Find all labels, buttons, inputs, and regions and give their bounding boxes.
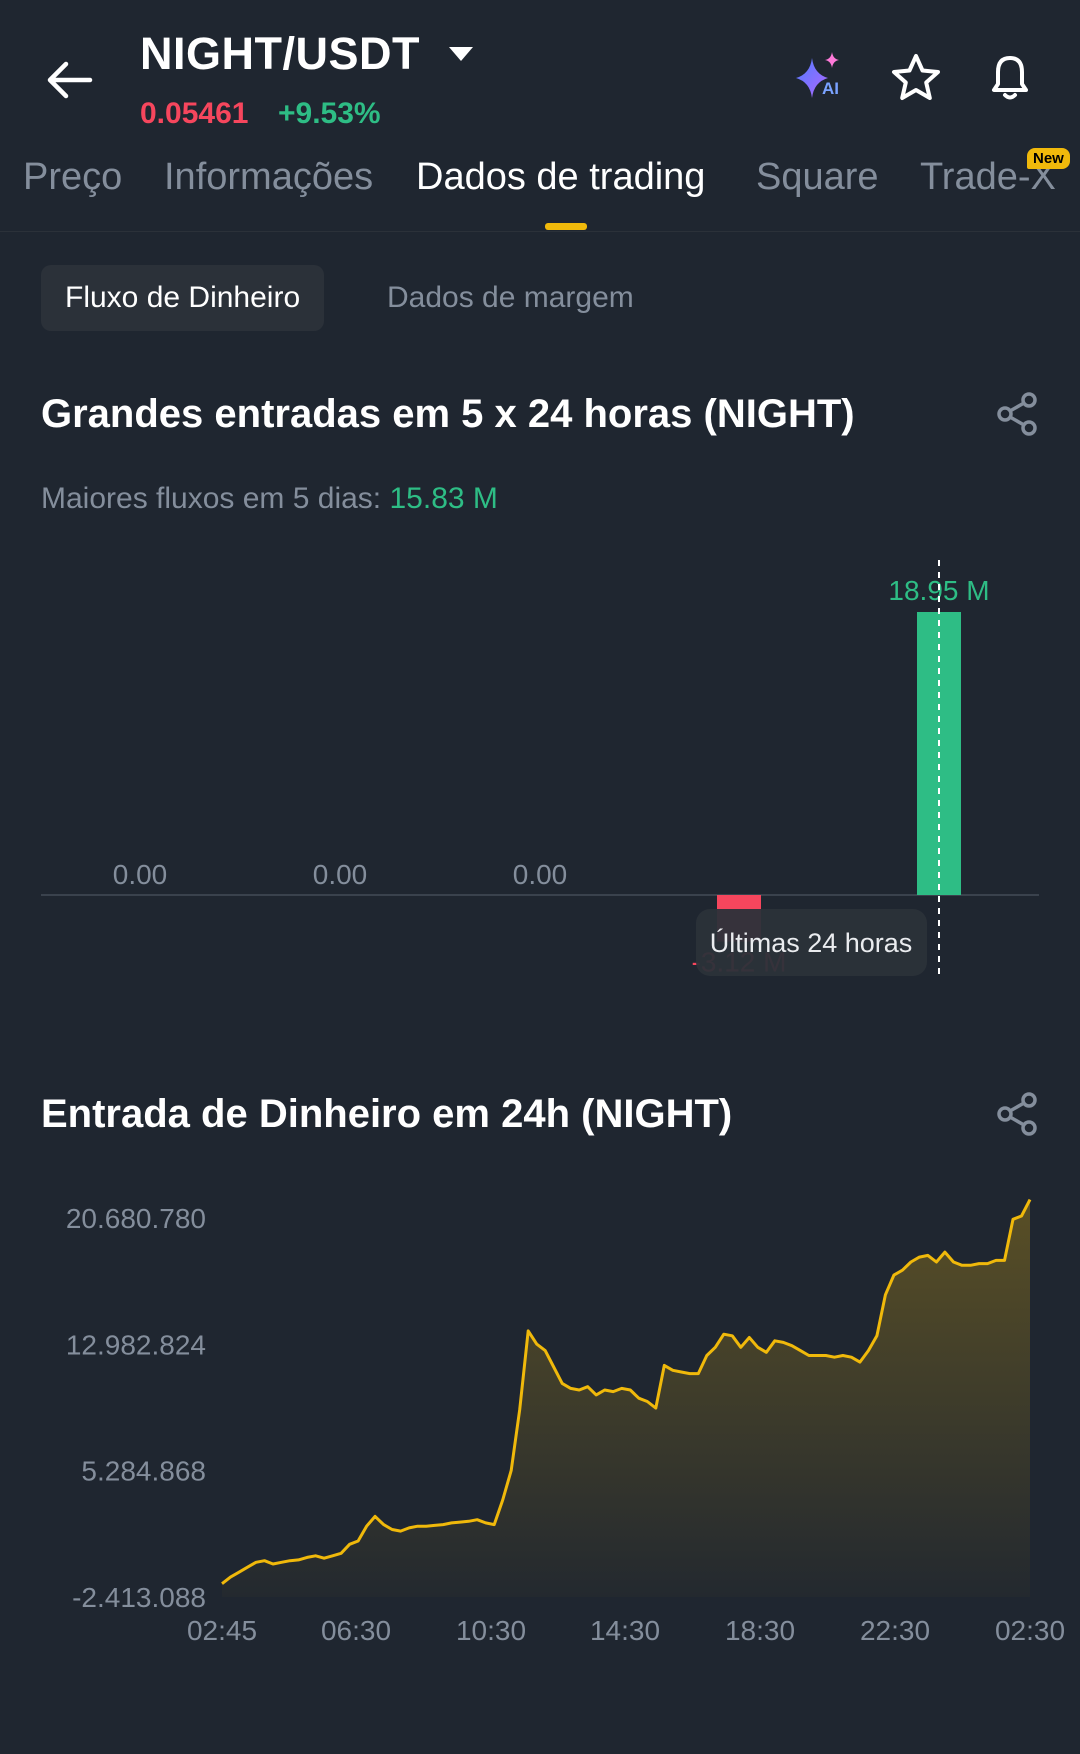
ai-sparkle-icon[interactable]: AI bbox=[792, 50, 858, 106]
x-tick-label: 14:30 bbox=[590, 1615, 660, 1646]
share-icon[interactable] bbox=[993, 1090, 1041, 1138]
y-tick-label: 20.680.780 bbox=[66, 1203, 206, 1234]
share-icon[interactable] bbox=[993, 390, 1041, 438]
inflow-24h-area-chart: 20.680.78012.982.8245.284.868-2.413.0880… bbox=[66, 1198, 1065, 1646]
bar-label: 0.00 bbox=[113, 859, 168, 890]
big-inflow-title: Grandes entradas em 5 x 24 horas (NIGHT) bbox=[41, 392, 855, 436]
caret-down-icon[interactable] bbox=[448, 44, 474, 64]
y-tick-label: 12.982.824 bbox=[66, 1329, 206, 1360]
x-tick-label: 10:30 bbox=[456, 1615, 526, 1646]
tabs-divider bbox=[0, 231, 1080, 232]
tooltip-text: Últimas 24 horas bbox=[710, 927, 913, 958]
inflow-24h-title: Entrada de Dinheiro em 24h (NIGHT) bbox=[41, 1092, 733, 1136]
active-tab-indicator bbox=[545, 223, 587, 230]
y-tick-label: -2.413.088 bbox=[72, 1582, 206, 1613]
tab-square[interactable]: Square bbox=[756, 156, 879, 198]
x-tick-label: 22:30 bbox=[860, 1615, 930, 1646]
back-arrow-icon[interactable] bbox=[40, 50, 100, 110]
summary-label: Maiores fluxos em 5 dias: bbox=[41, 482, 382, 515]
summary-value: 15.83 M bbox=[389, 482, 498, 515]
subtab-margin-data[interactable]: Dados de margem bbox=[387, 281, 634, 314]
x-tick-label: 02:45 bbox=[187, 1615, 257, 1646]
tab-info[interactable]: Informações bbox=[164, 156, 374, 198]
bar-label: 0.00 bbox=[513, 859, 568, 890]
ai-label: AI bbox=[822, 79, 839, 98]
star-icon[interactable] bbox=[888, 50, 944, 106]
tab-price[interactable]: Preço bbox=[23, 156, 123, 198]
subtab-money-flow[interactable]: Fluxo de Dinheiro bbox=[41, 265, 325, 331]
tab-trading-data[interactable]: Dados de trading bbox=[416, 156, 706, 198]
tooltip-box bbox=[696, 909, 927, 976]
x-tick-label: 06:30 bbox=[321, 1615, 391, 1646]
last-price: 0.05461 bbox=[140, 97, 249, 130]
bell-icon[interactable] bbox=[982, 48, 1038, 104]
header: NIGHT/USDT 0.05461 +9.53% AI bbox=[0, 0, 1080, 140]
new-badge: New bbox=[1027, 148, 1070, 169]
y-tick-label: 5.284.868 bbox=[81, 1456, 206, 1487]
bar-label: 0.00 bbox=[313, 859, 368, 890]
x-tick-label: 18:30 bbox=[725, 1615, 795, 1646]
five-day-summary: Maiores fluxos em 5 dias: 15.83 M bbox=[41, 482, 498, 516]
price-change: +9.53% bbox=[278, 97, 381, 130]
series-line bbox=[221, 1198, 1032, 1585]
x-tick-label: 02:30 bbox=[995, 1615, 1065, 1646]
area-fill bbox=[222, 1199, 1030, 1597]
pair-title[interactable]: NIGHT/USDT bbox=[140, 28, 420, 79]
